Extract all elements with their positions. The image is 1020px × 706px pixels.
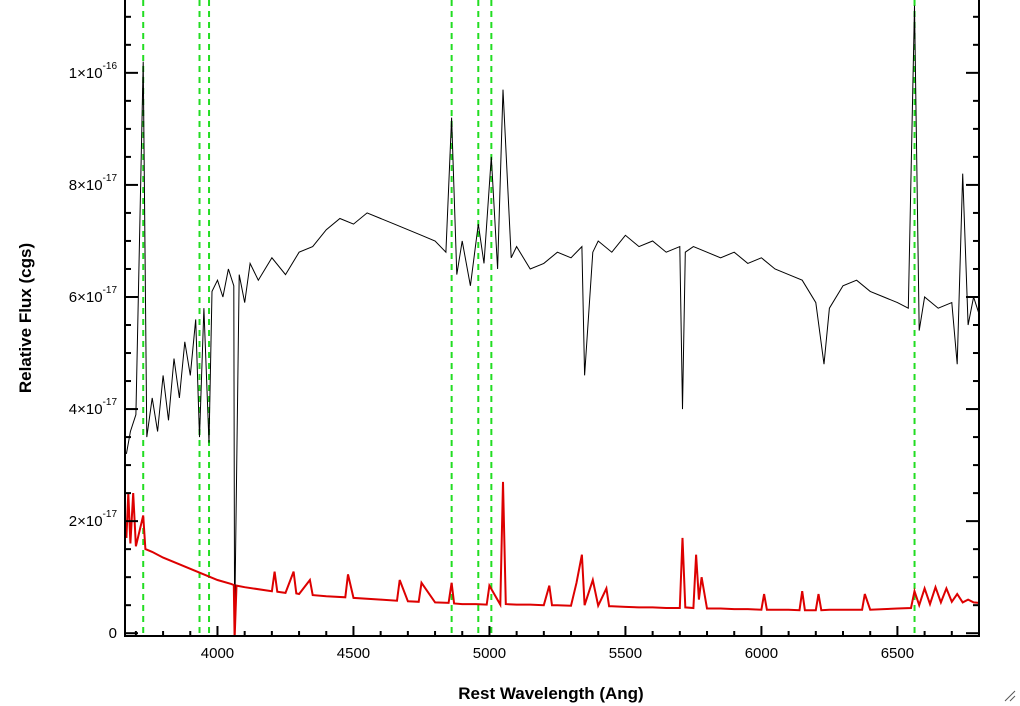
data-layer: [125, 0, 979, 636]
resize-grip-icon[interactable]: [1004, 690, 1016, 702]
y-tick-label: 2×10-17: [69, 509, 118, 530]
axis-ticks: 4000 4500 5000 5500 6000 6500 0 2×10-17 4×10-17 6…: [69, 15, 980, 662]
x-tick-label: 4500: [337, 645, 370, 662]
y-tick-label: 4×10-17: [69, 397, 118, 418]
y-axis-title: Relative Flux (cgs): [16, 243, 35, 393]
x-axis-title: Rest Wavelength (Ang): [458, 684, 643, 703]
x-tick-label: 6500: [881, 645, 914, 662]
x-tick-label: 4000: [201, 645, 234, 662]
flux-spectrum-line: [125, 5, 979, 628]
plot-frame: [124, 0, 980, 637]
error-spectrum-line: [125, 481, 979, 636]
plot-border: [124, 0, 980, 637]
x-tick-label: 5000: [473, 645, 506, 662]
x-tick-label: 6000: [745, 645, 778, 662]
y-tick-label: 1×10-16: [69, 61, 118, 82]
y-tick-label: 8×10-17: [69, 173, 118, 194]
y-tick-label: 6×10-17: [69, 285, 118, 306]
y-tick-label: 0: [109, 625, 117, 642]
x-tick-label: 5500: [609, 645, 642, 662]
